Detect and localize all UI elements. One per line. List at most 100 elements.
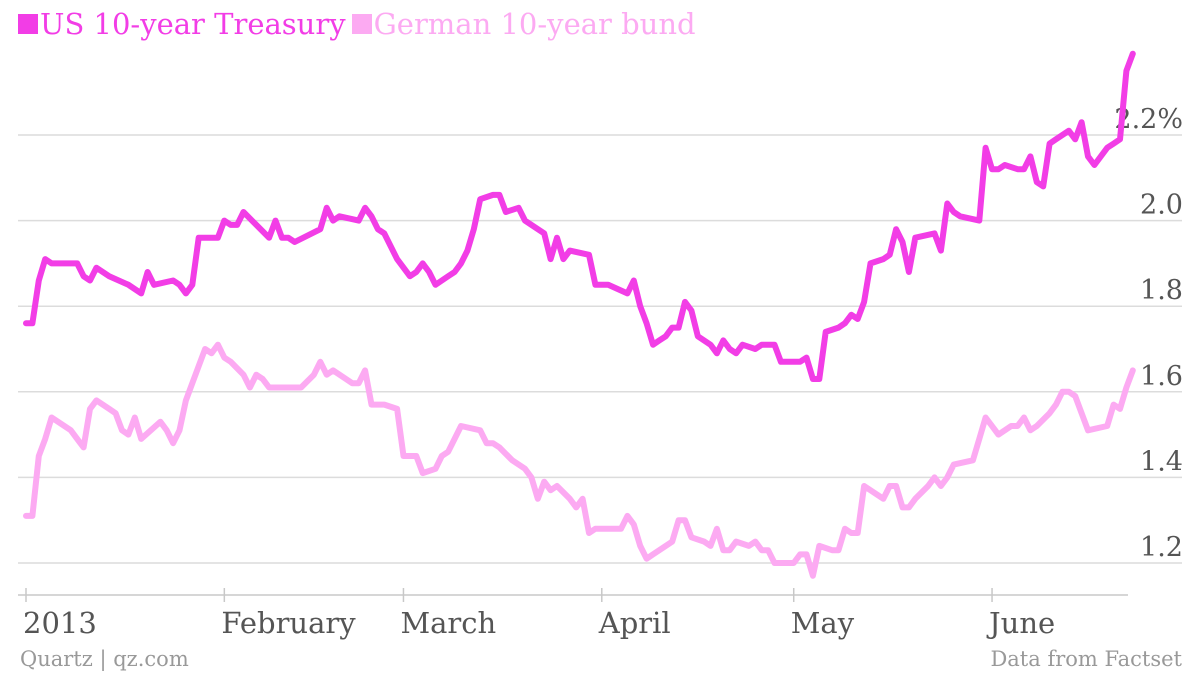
data-point — [223, 357, 225, 359]
data-point — [690, 310, 692, 311]
data-point — [31, 322, 33, 324]
data-point — [985, 417, 987, 418]
data-point — [51, 262, 53, 264]
data-point — [1023, 168, 1025, 170]
data-point — [914, 237, 916, 239]
data-point — [940, 250, 942, 252]
data-point — [671, 327, 673, 329]
data-point — [742, 344, 743, 346]
data-point — [1061, 391, 1063, 393]
data-point — [857, 318, 859, 320]
data-point — [633, 524, 635, 525]
data-point — [1087, 155, 1089, 157]
data-point — [735, 352, 737, 354]
data-point — [716, 352, 718, 354]
data-point — [639, 545, 641, 547]
data-point — [198, 365, 200, 367]
data-point — [870, 262, 871, 264]
legend-swatch-german-bund — [351, 14, 372, 34]
x-tick-label: March — [400, 606, 496, 640]
data-point — [217, 237, 219, 239]
data-point — [1106, 425, 1108, 427]
y-axis: 1.21.41.61.82.02.2% — [1114, 104, 1183, 563]
data-point — [863, 301, 865, 303]
data-point — [172, 280, 174, 281]
data-point — [729, 549, 731, 551]
data-point — [646, 558, 648, 560]
data-point — [543, 232, 545, 234]
series-line — [23, 341, 1136, 579]
data-point — [313, 374, 315, 376]
data-point — [582, 498, 584, 500]
x-tick-label: April — [598, 606, 671, 640]
data-point — [626, 515, 628, 517]
data-point — [396, 408, 398, 410]
data-point — [550, 258, 552, 260]
data-point — [63, 425, 65, 427]
data-point — [44, 438, 46, 440]
data-point — [332, 220, 334, 222]
data-point — [710, 545, 711, 547]
legend-item-german-bund: German 10-year bund — [351, 4, 696, 44]
series-lines — [23, 50, 1136, 579]
data-point — [172, 442, 174, 444]
data-point — [838, 327, 839, 329]
data-point — [575, 506, 577, 508]
data-point — [838, 549, 839, 551]
data-point — [978, 438, 980, 440]
data-point — [383, 232, 385, 234]
data-point — [230, 224, 232, 226]
data-point — [1119, 408, 1121, 410]
data-point — [159, 421, 161, 423]
data-point — [793, 562, 795, 564]
data-point — [754, 348, 756, 350]
data-point — [556, 237, 558, 239]
data-point — [812, 575, 814, 577]
y-tick-label: 1.4 — [1140, 446, 1183, 477]
data-point — [255, 374, 257, 376]
data-point — [268, 237, 270, 239]
data-point — [550, 489, 552, 491]
data-point — [607, 284, 609, 286]
data-point — [466, 250, 468, 252]
data-point — [89, 280, 91, 281]
data-point — [332, 369, 334, 371]
data-point — [371, 215, 372, 217]
data-point — [978, 220, 980, 222]
data-point — [89, 408, 91, 410]
data-point — [185, 399, 187, 401]
data-point — [498, 194, 500, 196]
data-point — [716, 528, 718, 530]
data-point — [249, 387, 251, 388]
data-point — [364, 369, 366, 371]
data-point — [409, 275, 411, 277]
data-point — [902, 506, 903, 508]
data-point — [761, 344, 763, 346]
data-point — [895, 228, 897, 230]
data-point — [678, 327, 680, 329]
data-point — [818, 378, 820, 380]
data-point — [326, 374, 328, 376]
data-point — [498, 446, 500, 448]
data-point — [985, 147, 987, 149]
data-point — [652, 344, 654, 346]
data-point — [51, 417, 53, 418]
data-point — [153, 284, 155, 286]
legend-swatch-us-treasury — [18, 14, 38, 34]
data-point — [646, 322, 648, 324]
legend: US 10-year Treasury German 10-year bund — [18, 4, 702, 44]
data-point — [127, 434, 129, 436]
y-tick-label: 1.8 — [1140, 275, 1183, 306]
data-point — [658, 339, 660, 341]
data-point — [722, 339, 724, 341]
data-point — [287, 237, 289, 239]
data-point — [902, 241, 903, 243]
data-point — [185, 292, 187, 294]
data-point — [831, 549, 833, 551]
data-point — [166, 429, 168, 431]
data-point — [799, 361, 801, 363]
data-point — [940, 485, 942, 487]
data-point — [447, 451, 449, 453]
data-point — [396, 258, 398, 260]
data-point — [844, 528, 846, 530]
